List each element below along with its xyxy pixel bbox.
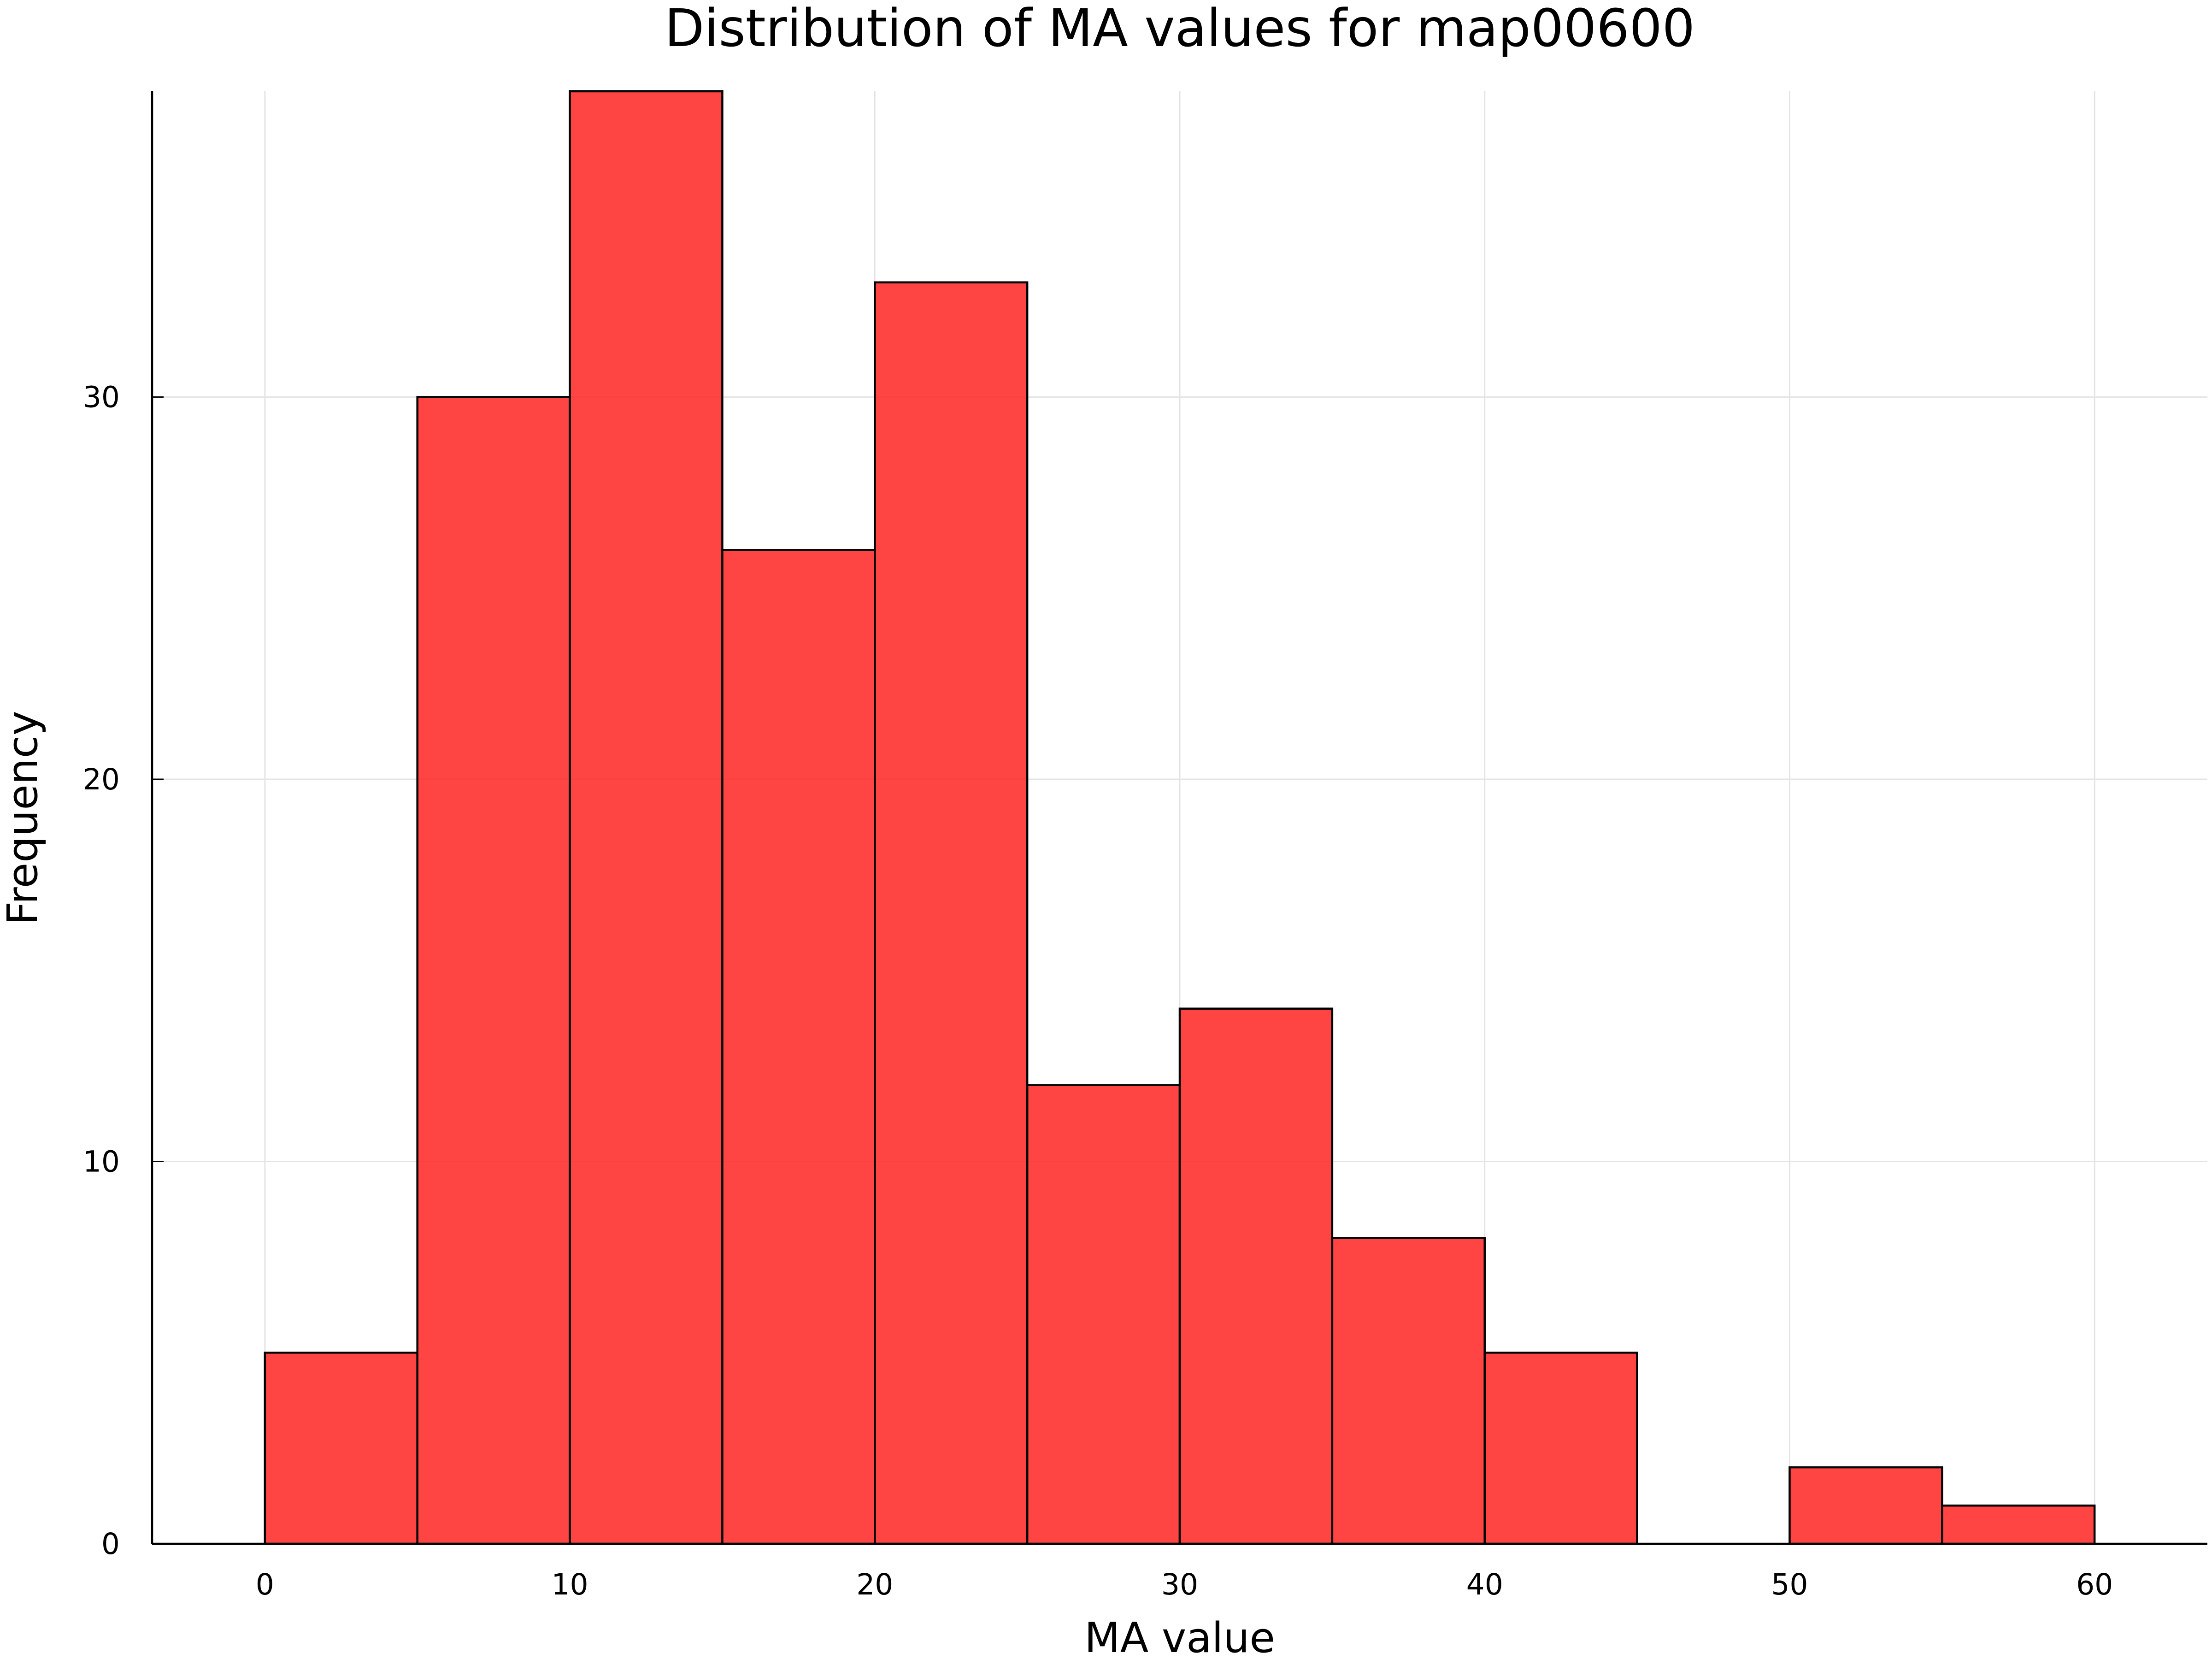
x-tick-label: 40 (1466, 1568, 1503, 1601)
tick-labels: 0 10 20 30 40 50 60 0 10 20 30 (83, 381, 2113, 1601)
histogram-bar (1331, 1237, 1486, 1545)
y-tick-label: 30 (83, 381, 120, 414)
axes (151, 91, 2207, 1545)
histogram-bar (874, 281, 1029, 1545)
histogram-bar (1788, 1466, 1943, 1545)
x-tick-label: 30 (1161, 1568, 1198, 1601)
x-axis-label: MA value (1084, 1614, 1275, 1659)
bars (264, 90, 2096, 1545)
histogram-bar (1178, 1007, 1334, 1545)
histogram-bar (721, 549, 876, 1545)
x-tick-label: 60 (2076, 1568, 2113, 1601)
histogram-bar (1941, 1504, 2096, 1545)
histogram-bar (264, 1352, 418, 1545)
y-axis-label: Frequency (0, 711, 47, 925)
y-tick-label: 10 (83, 1145, 120, 1179)
x-tick-label: 50 (1771, 1568, 1808, 1601)
y-tick-label: 20 (83, 763, 120, 796)
histogram-bar (569, 90, 724, 1545)
x-tick-label: 0 (256, 1568, 274, 1601)
y-tick-label: 0 (101, 1527, 120, 1561)
chart-title: Distribution of MA values for map00600 (665, 0, 1695, 59)
x-tick-label: 10 (551, 1568, 588, 1601)
histogram-bar (1483, 1352, 1638, 1545)
histogram-bar (416, 396, 571, 1545)
x-tick-label: 20 (856, 1568, 893, 1601)
histogram-bar (1026, 1084, 1181, 1545)
